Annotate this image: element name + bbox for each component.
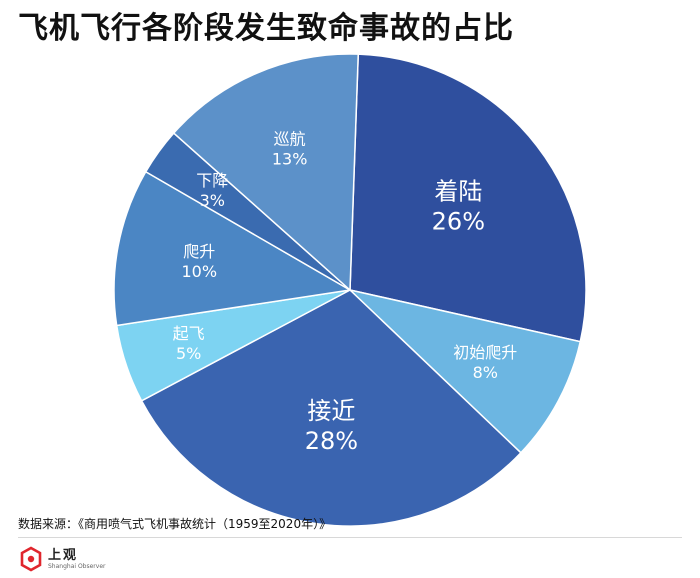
slice-category-label: 初始爬升 [453,343,517,362]
slice-category-label: 接近 [307,397,355,425]
slice-value-label: 13% [272,150,308,169]
pie-slice [113,170,353,327]
slice-category-label: 着陆 [434,178,482,206]
chart-title: 飞机飞行各阶段发生致命事故的占比 [18,11,514,46]
source-note: 数据来源：《商用喷气式飞机事故统计（1959至2020年）》 [18,517,332,531]
shanghai-observer-logo-icon [20,546,42,572]
slice-category-label: 巡航 [274,130,306,149]
slice-category-label: 起飞 [173,324,205,343]
slice-value-label: 28% [305,427,358,455]
pie-slice [347,288,582,454]
brand-name: 上观 [48,547,79,563]
slice-category-label: 下降 [196,171,228,190]
slice-value-label: 10% [181,262,217,281]
slice-value-label: 8% [473,363,498,382]
pie-slice [349,53,587,343]
slice-value-label: 5% [176,344,201,363]
footer-divider [18,537,682,538]
brand-logo: 上观 Shanghai Observer [18,543,105,575]
slice-value-label: 26% [432,208,485,236]
brand-name-en: Shanghai Observer [48,562,106,570]
slice-value-label: 3% [200,191,225,210]
slice-category-label: 爬升 [183,242,215,261]
pie-slice [140,289,522,527]
pie-slice [172,53,360,292]
